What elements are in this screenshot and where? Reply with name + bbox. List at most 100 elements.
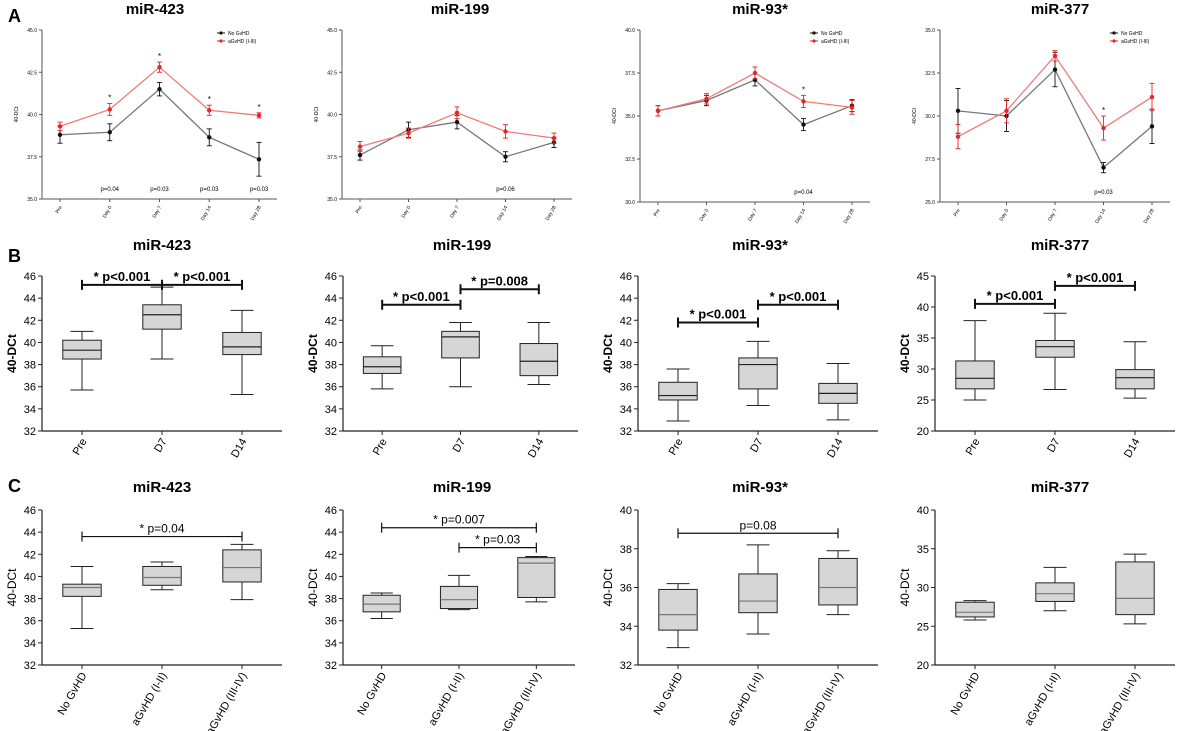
data-point [1052, 53, 1058, 58]
y-tick-label: 35 [917, 333, 929, 345]
y-tick-label: 44 [24, 527, 36, 539]
significance-label: * p=0.03 [475, 533, 520, 547]
box-chart-10: miR-93* 32 34 36 38 40 40-DCt No GvHD aGvHD (I-I… [601, 479, 878, 731]
x-tick-label: D14 [825, 437, 845, 460]
significance-label: * p<0.001 [393, 289, 450, 304]
p-value-label: p=0.03 [200, 187, 219, 193]
x-tick-label: aGvHD (I-II) [130, 671, 170, 728]
box [738, 357, 778, 390]
y-tick-label: 42 [620, 315, 632, 327]
y-tick-label: 25.0 [925, 200, 935, 206]
legend-entry: aGvHD (I-III) [821, 39, 850, 45]
y-tick-label: 38 [325, 594, 337, 606]
x-tick-label: D7 [748, 437, 765, 455]
significance-label: * p<0.001 [1067, 270, 1124, 285]
legend-entry: No GvHD [228, 31, 250, 37]
x-tick-label: Day 14 [496, 205, 509, 222]
x-tick-label: Pre [953, 208, 962, 218]
box [519, 343, 559, 377]
significance-star: * [257, 103, 260, 112]
x-tick-label: Day 7 [449, 205, 461, 220]
box-chart-7: miR-377 20 25 30 35 40 45 40-DCt Pre D7 D14 * p<0.0… [898, 237, 1175, 460]
y-tick-label: 40.0 [625, 28, 635, 34]
x-tick-label: Pre [371, 437, 390, 458]
y-tick-label: 25 [917, 621, 929, 633]
data-point [503, 129, 508, 134]
y-tick-label: 40 [620, 505, 632, 517]
x-tick-label: D7 [451, 437, 468, 455]
box-chart-5: miR-199 32 34 36 38 40 42 44 46 40-DCt Pre D7 D14 * p… [306, 237, 578, 460]
legend-entry: aGvHD (I-III) [228, 39, 257, 45]
box [1115, 369, 1155, 390]
y-tick-label: 46 [620, 271, 632, 283]
x-tick-label: Pre [71, 437, 90, 458]
box [62, 583, 102, 597]
data-point [357, 152, 363, 158]
x-tick-label: Day 0 [699, 208, 711, 223]
series-line [59, 88, 260, 160]
box [1035, 582, 1075, 602]
data-point [107, 107, 112, 112]
data-point [256, 113, 262, 118]
y-axis-label: 40-DCt [898, 334, 912, 373]
y-axis-label: 40-DCt [306, 334, 320, 373]
x-tick-label: Day 28 [250, 205, 263, 222]
y-tick-label: 36 [325, 616, 337, 628]
data-point [704, 96, 709, 102]
line-chart-3: miR-377 25.0 27.5 30.0 32.5 35.0 40-DCt Pre Day … [912, 1, 1170, 225]
box [658, 588, 698, 631]
chart-title: miR-93* [732, 1, 788, 18]
panel-label-c: C [8, 476, 21, 496]
y-tick-label: 30.0 [625, 200, 635, 206]
x-tick-label: Day 28 [545, 205, 558, 222]
x-tick-label: Pre [355, 205, 364, 215]
y-axis-label: 40-DCt [5, 334, 19, 373]
series-line [59, 66, 260, 127]
y-tick-label: 20 [917, 660, 929, 672]
x-tick-label: Day 0 [401, 205, 413, 220]
data-point [1052, 67, 1058, 72]
y-tick-label: 45 [917, 271, 929, 283]
y-tick-label: 40.0 [327, 113, 337, 119]
x-tick-label: aGvHD (III-IV) [1097, 671, 1142, 731]
y-tick-label: 36 [24, 382, 36, 394]
legend-marker [219, 31, 223, 35]
line-chart-0: miR-423 35.0 37.5 40.0 42.5 45.0 40-DCt Pre Day … [14, 1, 277, 222]
y-tick-label: 36 [325, 382, 337, 394]
p-value-label: p=0.03 [150, 187, 169, 193]
y-tick-label: 46 [325, 505, 337, 517]
y-tick-label: 32.5 [625, 157, 635, 163]
y-axis-label: 40-DCt [912, 107, 918, 123]
chart-title: miR-377 [1031, 479, 1089, 496]
box [955, 360, 995, 390]
y-tick-label: 32 [325, 660, 337, 672]
y-tick-label: 36 [620, 583, 632, 595]
data-point [157, 86, 162, 92]
box [1035, 339, 1075, 358]
data-point [655, 108, 661, 114]
y-tick-label: 40 [325, 571, 337, 583]
y-tick-label: 42 [325, 315, 337, 327]
x-tick-label: Day 14 [200, 205, 213, 222]
box-chart-11: miR-377 20 25 30 35 40 40-DCt No GvHD aGvHD (I-I… [898, 479, 1175, 731]
x-tick-label: No GvHD [949, 670, 983, 717]
chart-title: miR-423 [126, 1, 184, 18]
line-chart-2: miR-93* 30.0 32.5 35.0 37.5 40.0 40-DCt Pre Day … [612, 1, 870, 225]
y-tick-label: 32.5 [925, 71, 935, 77]
y-tick-label: 40 [24, 571, 36, 583]
y-axis-label: 40-DCt [612, 107, 618, 123]
x-tick-label: D7 [1045, 437, 1062, 455]
data-point [207, 108, 212, 113]
data-point [207, 135, 212, 140]
chart-title: miR-199 [433, 237, 491, 254]
y-tick-label: 20 [917, 426, 929, 438]
data-point [256, 157, 262, 162]
box [955, 601, 995, 618]
y-tick-label: 35.0 [327, 197, 337, 203]
y-tick-label: 40 [620, 337, 632, 349]
y-tick-label: 35.0 [625, 114, 635, 120]
data-point [454, 110, 460, 116]
x-tick-label: Day 0 [102, 205, 114, 220]
y-tick-label: 32 [325, 426, 337, 438]
y-tick-label: 42 [24, 315, 36, 327]
